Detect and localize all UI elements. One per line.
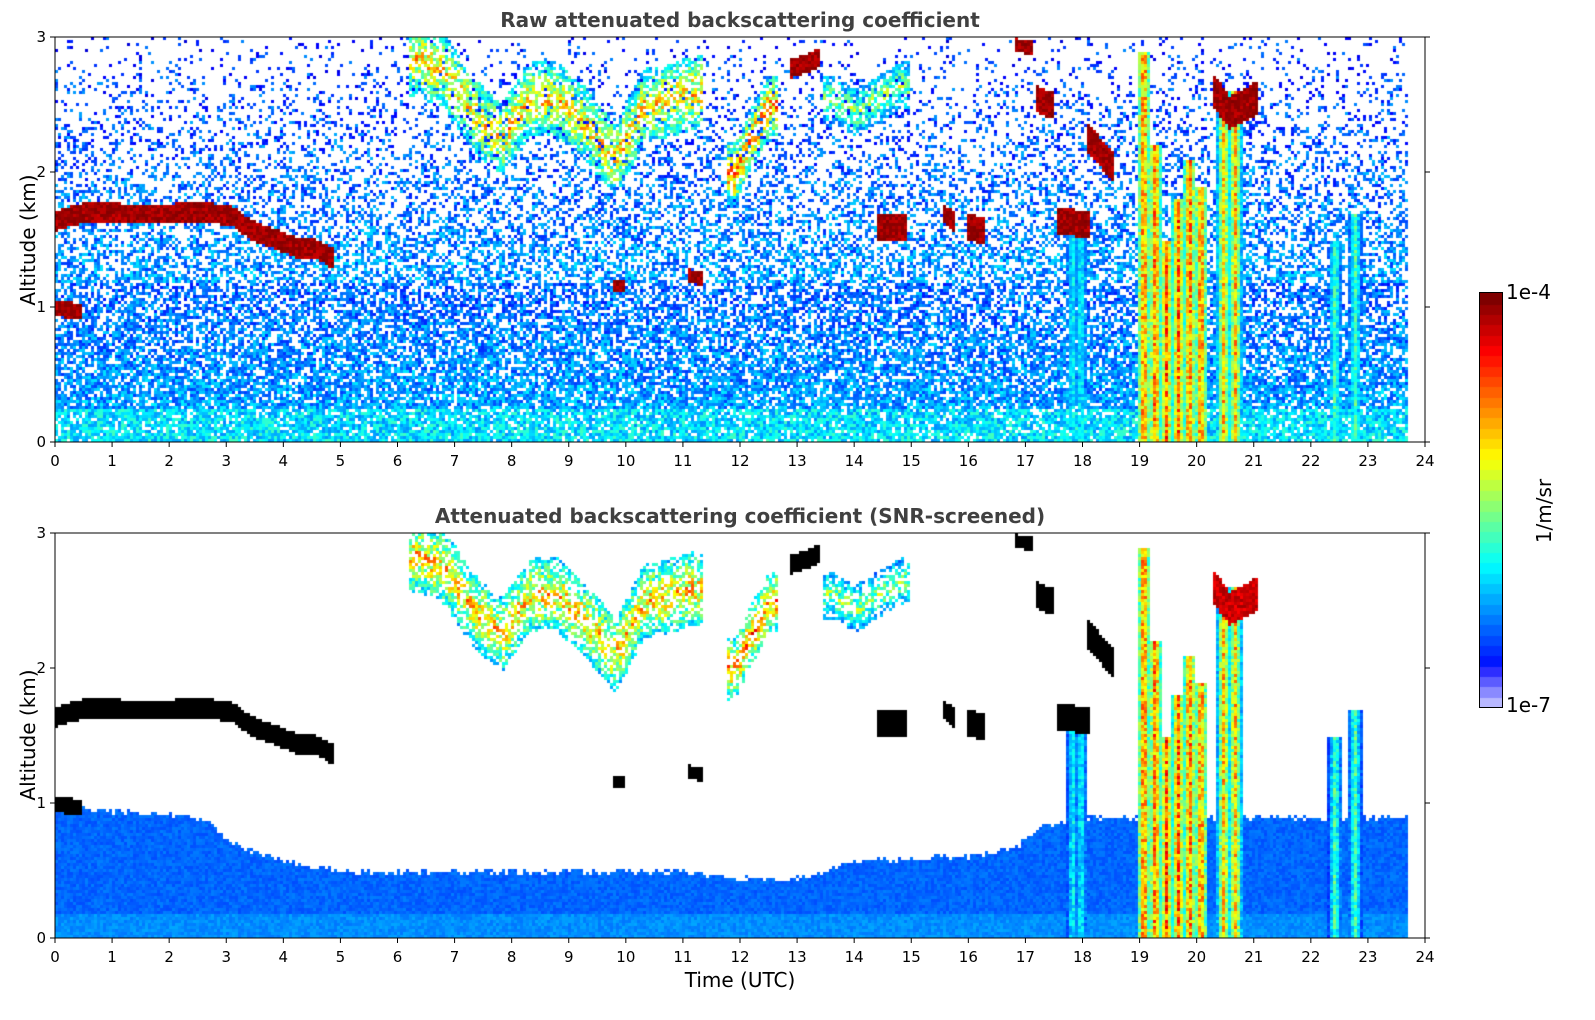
panel2-xtick-label: 22 — [1301, 948, 1320, 966]
panel1-xtick-label: 16 — [959, 452, 978, 470]
panel1-xtick-label: 12 — [730, 452, 749, 470]
panel2-xtick-label: 12 — [730, 948, 749, 966]
panel1-xtick-label: 13 — [788, 452, 807, 470]
panel1-xtick-label: 18 — [1073, 452, 1092, 470]
colorbar-max-label: 1e-4 — [1506, 280, 1551, 304]
panel2-xtick-label: 18 — [1073, 948, 1092, 966]
panel1-xtick-label: 22 — [1301, 452, 1320, 470]
panel1-xtick-label: 1 — [107, 452, 117, 470]
panel2-xtick-label: 10 — [616, 948, 635, 966]
panel1-xtick-label: 3 — [221, 452, 231, 470]
panel2-xtick-label: 2 — [164, 948, 174, 966]
panel2-xtick-label: 9 — [564, 948, 574, 966]
panel2-ytick-label: 3 — [36, 524, 46, 542]
panel2-xtick-label: 24 — [1415, 948, 1434, 966]
panel1-ytick-label: 3 — [36, 28, 46, 46]
panel2-xtick-label: 11 — [673, 948, 692, 966]
panel1-xtick-label: 21 — [1244, 452, 1263, 470]
panel2-xtick-label: 17 — [1016, 948, 1035, 966]
panel2-heatmap — [55, 533, 1425, 938]
panel1-xtick-label: 4 — [279, 452, 289, 470]
panel1-ytick-label: 0 — [36, 433, 46, 451]
panel1-xtick-label: 24 — [1415, 452, 1434, 470]
colorbar — [1479, 292, 1503, 708]
panel2-ytick-label: 2 — [36, 659, 46, 677]
panel2-xtick-label: 0 — [50, 948, 60, 966]
panel1-ytick-label: 1 — [36, 298, 46, 316]
panel2-xtick-label: 16 — [959, 948, 978, 966]
panel2-title: Attenuated backscattering coefficient (S… — [434, 504, 1046, 528]
panel1-xtick-label: 5 — [336, 452, 346, 470]
colorbar-min-label: 1e-7 — [1506, 693, 1551, 717]
panel1-xtick-label: 0 — [50, 452, 60, 470]
panel1-xtick-label: 2 — [164, 452, 174, 470]
panel1-xtick-label: 17 — [1016, 452, 1035, 470]
panel1-xtick-label: 9 — [564, 452, 574, 470]
panel2-xtick-label: 15 — [902, 948, 921, 966]
panel1-axes: 0 1 2 3 4 5 6 7 8 9 10 11 12 13 14 15 16 17 18 19 20 21 22 23 24… — [36, 28, 1434, 470]
panel2-xtick-label: 20 — [1187, 948, 1206, 966]
panel2-xtick-label: 6 — [393, 948, 403, 966]
panel2-xtick-label: 19 — [1130, 948, 1149, 966]
panel1-xtick-label: 11 — [673, 452, 692, 470]
panel2-xtick-label: 5 — [336, 948, 346, 966]
panel1-title: Raw attenuated backscattering coefficien… — [500, 8, 980, 32]
panel2-xtick-label: 7 — [450, 948, 460, 966]
panel1-xtick-label: 8 — [507, 452, 517, 470]
panel1-xtick-label: 6 — [393, 452, 403, 470]
panel1-xtick-label: 20 — [1187, 452, 1206, 470]
panel2-xtick-label: 4 — [279, 948, 289, 966]
panel2-xlabel: Time (UTC) — [684, 968, 796, 992]
panel1-xtick-label: 19 — [1130, 452, 1149, 470]
panel2-xtick-label: 1 — [107, 948, 117, 966]
panel2-ytick-label: 1 — [36, 794, 46, 812]
panel1-xtick-label: 14 — [845, 452, 864, 470]
panel2-xtick-label: 14 — [845, 948, 864, 966]
panel2-xtick-label: 3 — [221, 948, 231, 966]
panel1-heatmap — [55, 37, 1425, 442]
panel1-xtick-label: 7 — [450, 452, 460, 470]
colorbar-label: 1/m/sr — [1532, 478, 1556, 544]
panel2-xtick-label: 23 — [1358, 948, 1377, 966]
panel2-xtick-label: 13 — [788, 948, 807, 966]
panel2-xtick-label: 8 — [507, 948, 517, 966]
panel2-xtick-label: 21 — [1244, 948, 1263, 966]
panel2-frame — [54, 532, 1426, 939]
panel1-xtick-label: 10 — [616, 452, 635, 470]
panel1-xtick-label: 15 — [902, 452, 921, 470]
panel1-ytick-label: 2 — [36, 163, 46, 181]
panel1-xtick-label: 23 — [1358, 452, 1377, 470]
panel2-ytick-label: 0 — [36, 929, 46, 947]
